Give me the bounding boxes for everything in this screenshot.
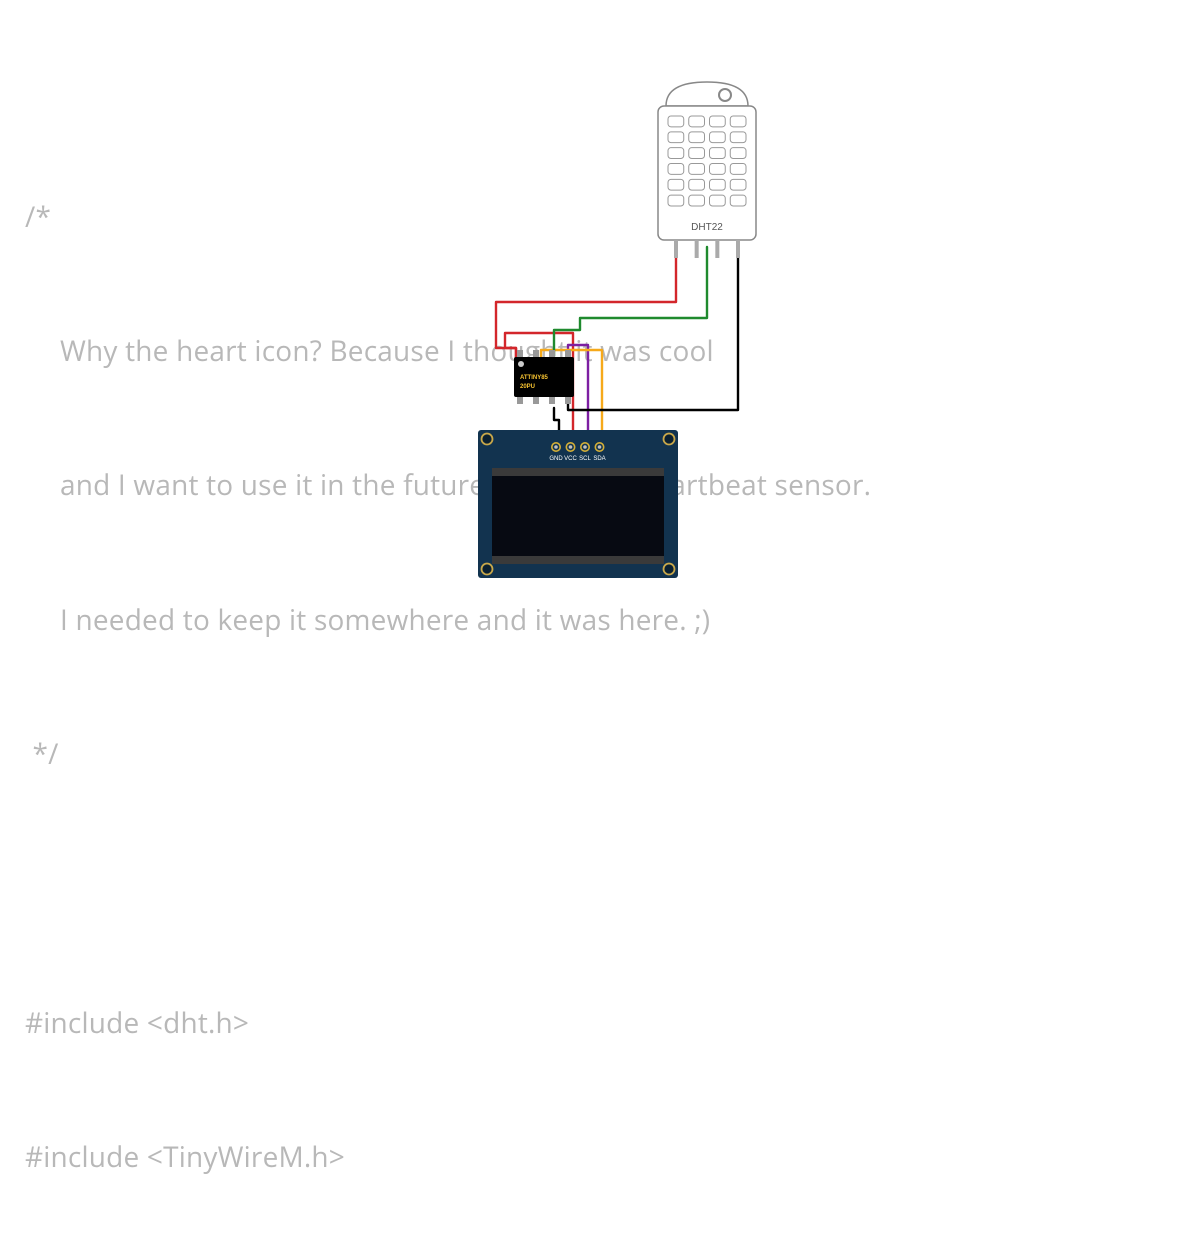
code-line: I needed to keep it somewhere and it was… bbox=[25, 598, 871, 643]
code-line: #include <dht.h> bbox=[25, 1001, 871, 1046]
code-line: Why the heart icon? Because I thought it… bbox=[25, 329, 871, 374]
code-line: */ bbox=[25, 732, 871, 777]
blank-line bbox=[25, 867, 871, 912]
code-comment-block: /* Why the heart icon? Because I thought… bbox=[25, 105, 871, 1260]
code-line: #include <TinyWireM.h> bbox=[25, 1135, 871, 1180]
code-line: /* bbox=[25, 195, 871, 240]
code-line: and I want to use it in the future with … bbox=[25, 463, 871, 508]
